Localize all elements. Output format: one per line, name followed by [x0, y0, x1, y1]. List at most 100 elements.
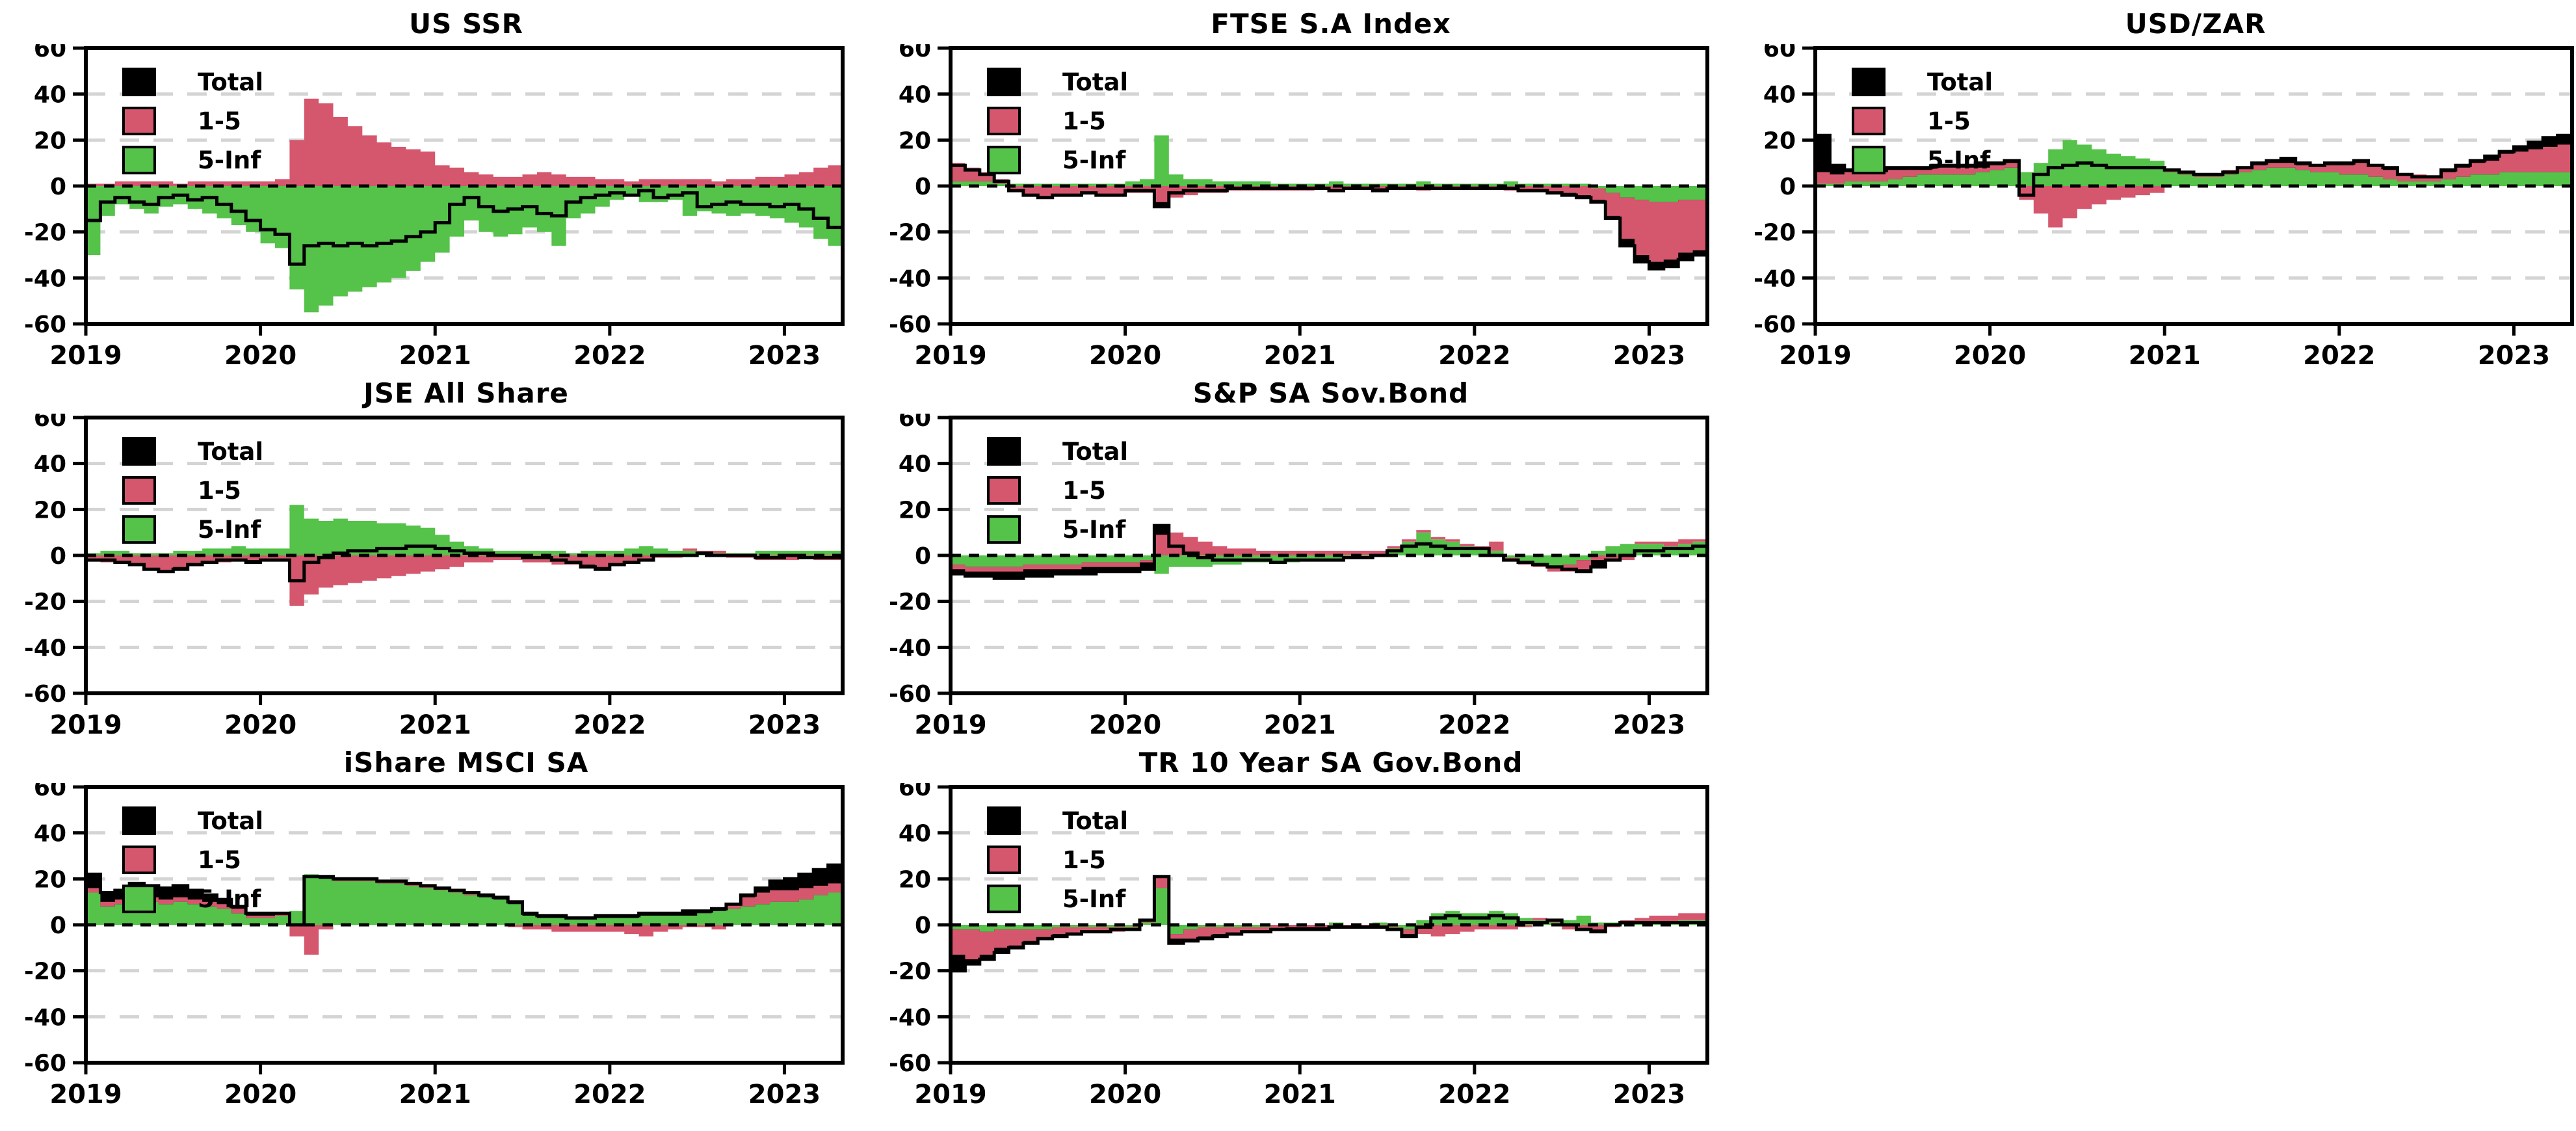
legend-swatch-r15-icon — [122, 476, 156, 505]
y-tick-label: -60 — [24, 681, 66, 708]
total-line — [1815, 133, 2572, 197]
legend-label: 1-5 — [1062, 107, 1106, 135]
legend-label: 1-5 — [1062, 846, 1106, 874]
legend-label: 1-5 — [198, 477, 241, 505]
x-tick-label: 2021 — [2129, 341, 2201, 369]
y-tick-label: 0 — [1780, 174, 1796, 200]
y-tick-label: 40 — [34, 82, 66, 109]
chart-canvas-us-ssr: 60 40 20 0 -20 -40 -60 2019 2020 2021 2022 2023 Tota… — [24, 44, 845, 369]
band-1-5-area — [86, 98, 843, 186]
y-tick-label: 20 — [1763, 127, 1796, 154]
y-tick-label: 20 — [34, 866, 66, 893]
x-tick-label: 2022 — [1438, 1080, 1510, 1108]
y-tick-label: -40 — [1754, 265, 1796, 292]
y-tick-label: -20 — [24, 589, 66, 616]
legend-swatch-r15-icon — [122, 845, 156, 875]
legend: Total 1-5 5-Inf — [122, 437, 263, 544]
legend-swatch-r15-icon — [1852, 107, 1886, 136]
band-1-5-area — [86, 879, 843, 955]
y-tick-label: -40 — [24, 1004, 66, 1031]
legend-label: 1-5 — [1062, 477, 1106, 505]
chart-card-us-ssr: US SSR 60 40 20 0 -20 -40 -60 2019 2020 2021 2022 2… — [7, 4, 847, 369]
legend-label: 5-Inf — [1927, 146, 1991, 174]
y-tick-label: -20 — [24, 959, 66, 985]
legend-label: 1-5 — [198, 107, 241, 135]
gridlines — [86, 831, 843, 1018]
total-line — [951, 163, 1707, 271]
y-tick-label: -40 — [889, 1004, 931, 1031]
legend: Total 1-5 5-Inf — [987, 437, 1128, 544]
legend-swatch-r5inf-icon — [122, 146, 156, 175]
x-tick-label: 2023 — [2478, 341, 2550, 369]
y-tick-label: -20 — [889, 589, 931, 616]
chart-grid: US SSR 60 40 20 0 -20 -40 -60 2019 2020 2021 2022 2… — [7, 4, 2574, 1108]
band-5-inf-area — [86, 874, 843, 925]
y-tick-label: 0 — [915, 543, 931, 570]
y-tick-label: -20 — [889, 220, 931, 246]
band-1-5-area — [951, 163, 1707, 262]
chart-title: iShare MSCI SA — [343, 747, 589, 778]
legend-swatch-total-icon — [987, 806, 1021, 835]
legend-swatch-total-icon — [987, 437, 1021, 466]
x-tick-label: 2020 — [224, 710, 296, 739]
legend-label: Total — [1062, 68, 1128, 96]
legend-swatch-total-icon — [122, 806, 156, 835]
x-tick-label: 2019 — [49, 1080, 122, 1108]
legend-label: 5-Inf — [1062, 885, 1126, 913]
y-tick-label: -60 — [889, 312, 931, 338]
band-5-inf-area — [86, 186, 843, 313]
legend-label: Total — [198, 807, 263, 835]
legend-swatch-r5inf-icon — [1852, 146, 1886, 175]
y-tick-label: -20 — [1754, 220, 1796, 246]
series-areas — [951, 526, 1707, 579]
y-tick-label: -40 — [24, 635, 66, 661]
y-tick-label: 20 — [899, 127, 931, 154]
y-tick-label: 60 — [899, 44, 931, 62]
x-tick-label: 2019 — [914, 1080, 986, 1108]
x-tick-label: 2021 — [1264, 341, 1336, 369]
legend-swatch-r5inf-icon — [987, 885, 1021, 914]
x-tick-label: 2020 — [224, 341, 296, 369]
x-tick-label: 2022 — [573, 1080, 646, 1108]
legend-label: Total — [1927, 68, 1993, 96]
legend-swatch-r5inf-icon — [987, 515, 1021, 544]
y-tick-label: -60 — [1754, 312, 1796, 338]
chart-card-sp-sa-sov-bond: S&P SA Sov.Bond 60 40 20 0 -20 -40 -60 2019 2020… — [871, 373, 1711, 739]
gridlines — [951, 92, 1707, 280]
legend-label: 5-Inf — [198, 516, 261, 544]
y-tick-label: 60 — [899, 414, 931, 432]
chart-canvas-ishare-msci-sa: 60 40 20 0 -20 -40 -60 2019 2020 2021 2022 2023 Tota… — [24, 783, 845, 1108]
y-tick-label: -40 — [889, 265, 931, 292]
x-tick-label: 2019 — [49, 341, 122, 369]
y-tick-label: 0 — [915, 912, 931, 939]
band-1-5-area — [951, 530, 1707, 572]
legend-label: 5-Inf — [198, 885, 261, 913]
chart-title: S&P SA Sov.Bond — [1192, 377, 1469, 409]
y-tick-label: -60 — [889, 1050, 931, 1077]
y-tick-label: -60 — [24, 312, 66, 338]
y-tick-label: 60 — [34, 44, 66, 62]
band-5-inf-area — [1815, 140, 2572, 186]
x-tick-label: 2021 — [1264, 710, 1336, 739]
x-tick-label: 2020 — [1089, 1080, 1161, 1108]
legend-swatch-r15-icon — [987, 845, 1021, 875]
y-tick-label: -60 — [889, 681, 931, 708]
y-tick-label: -20 — [889, 959, 931, 985]
total-area — [951, 165, 1707, 269]
y-tick-label: 40 — [34, 451, 66, 478]
legend-swatch-r15-icon — [987, 107, 1021, 136]
chart-card-tr-10-year-sa-gov-bond: TR 10 Year SA Gov.Bond 60 40 20 0 -20 -40 -60 2… — [871, 743, 1711, 1108]
legend-swatch-total-icon — [122, 437, 156, 466]
y-tick-label: 0 — [50, 912, 66, 939]
band-5-inf-area — [86, 505, 843, 555]
y-tick-label: 0 — [50, 174, 66, 200]
y-tick-label: 40 — [899, 821, 931, 847]
x-tick-label: 2020 — [224, 1080, 296, 1108]
chart-canvas-usd-zar: 60 40 20 0 -20 -40 -60 2019 2020 2021 2022 2023 Tota… — [1754, 44, 2574, 369]
x-tick-label: 2023 — [1613, 710, 1685, 739]
chart-title: FTSE S.A Index — [1211, 8, 1451, 40]
